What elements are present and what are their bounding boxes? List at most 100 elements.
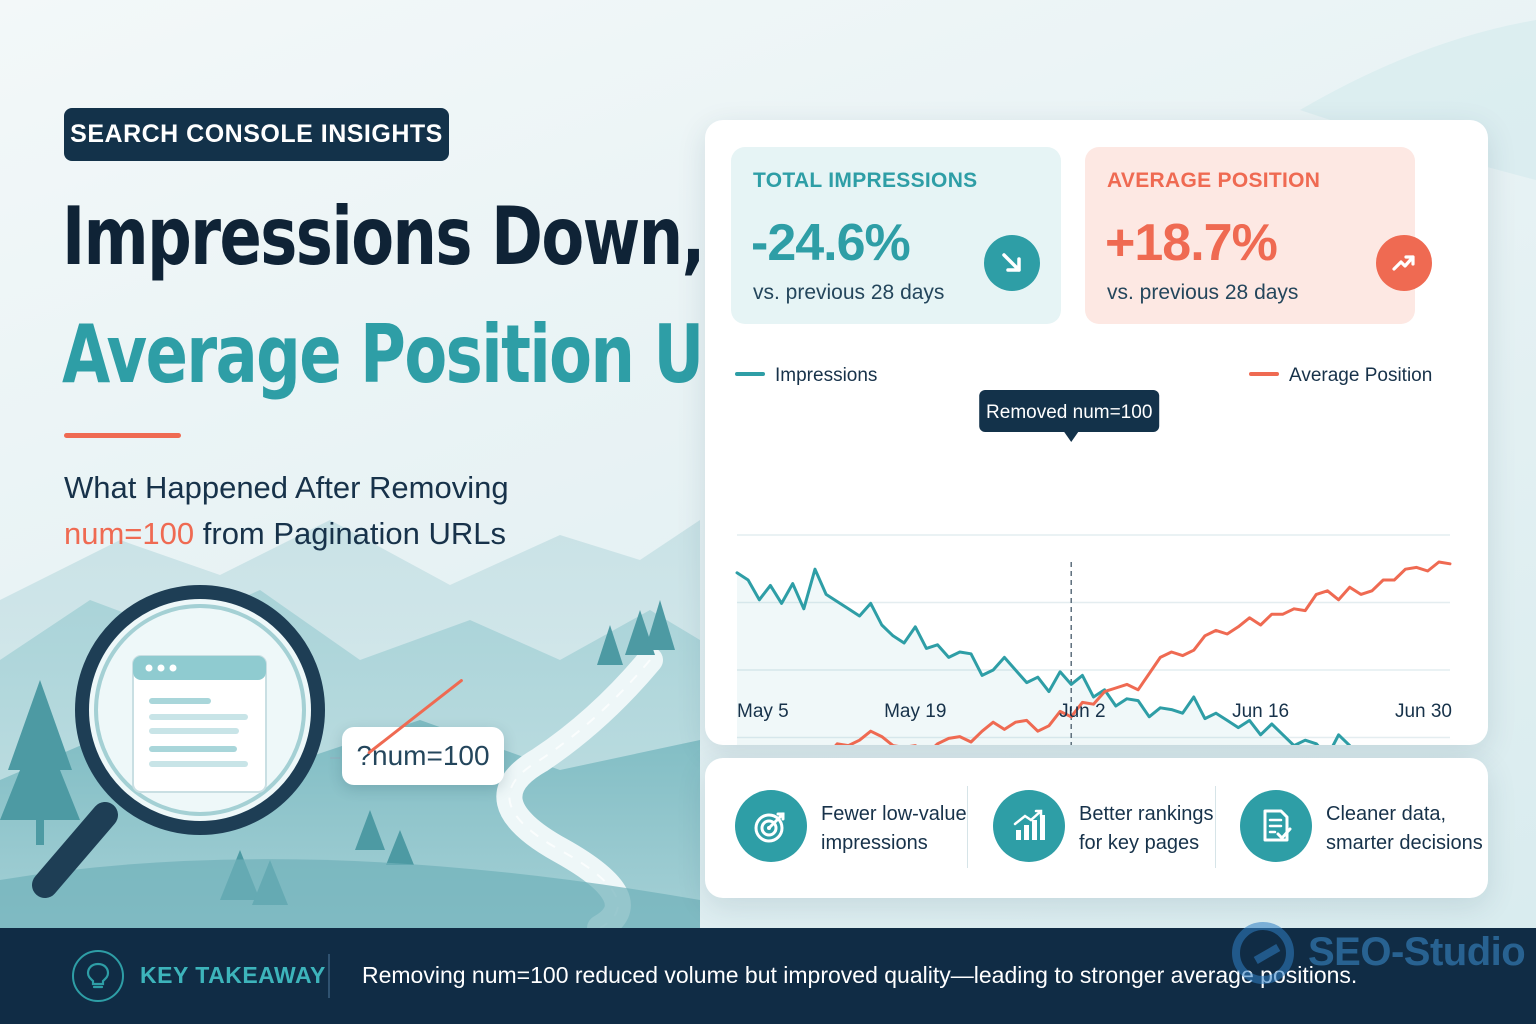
line-chart: Removed num=100 Impressions Average Positi… <box>735 365 1452 745</box>
data-point <box>1337 599 1340 601</box>
x-tick-label: May 5 <box>737 701 789 722</box>
data-point <box>803 608 805 610</box>
kpi-card-average-position: AVERAGE POSITION +18.7% vs. previous 28 … <box>1085 147 1432 324</box>
data-point <box>992 721 994 723</box>
x-tick-label: Jun 16 <box>1232 701 1289 722</box>
data-point <box>825 593 827 596</box>
data-point <box>1271 723 1273 725</box>
target-icon <box>735 790 807 862</box>
x-tick-label: May 19 <box>884 701 946 722</box>
lightbulb-icon <box>72 950 124 1002</box>
data-point <box>836 600 839 603</box>
data-point <box>1137 689 1139 691</box>
data-point <box>791 582 794 585</box>
data-point <box>1159 656 1162 659</box>
data-point <box>1215 712 1217 714</box>
data-point <box>1226 719 1228 722</box>
section-badge: SEARCH CONSOLE INSIGHTS <box>64 108 449 161</box>
data-point <box>1181 654 1184 657</box>
data-point <box>758 599 761 601</box>
kpi-caption: vs. previous 28 days <box>753 281 945 304</box>
data-point <box>1271 613 1273 615</box>
url-param-pill: ?num=100 <box>342 727 504 785</box>
benefit-divider <box>967 786 968 868</box>
data-point <box>1170 708 1173 711</box>
data-point <box>892 635 894 637</box>
data-point <box>1226 633 1228 635</box>
benefit-text: Cleaner data, smarter decisions <box>1326 803 1483 854</box>
data-point <box>1382 579 1384 581</box>
data-point <box>981 730 983 732</box>
data-point <box>936 743 939 745</box>
data-point <box>1248 719 1251 722</box>
x-tick-label: Jun 2 <box>1059 701 1105 722</box>
data-point <box>747 579 749 581</box>
subtitle-line-1: What Happened After Removing <box>64 470 509 505</box>
data-point <box>1248 617 1251 619</box>
headline-line-2: Average Position Up <box>62 308 747 401</box>
data-point <box>1014 669 1017 671</box>
x-tick-label: Jun 30 <box>1395 701 1452 722</box>
impressions-area <box>737 569 1350 745</box>
data-point <box>780 602 783 605</box>
data-point <box>903 642 905 644</box>
metrics-panel: TOTAL IMPRESSIONS -24.6% vs. previous 28… <box>705 120 1488 745</box>
data-point <box>1103 690 1106 693</box>
data-point <box>1438 561 1440 563</box>
data-point <box>1237 626 1240 628</box>
subtitle-highlight: num=100 <box>64 516 195 551</box>
annotation-callout <box>979 390 1160 432</box>
data-point <box>1237 726 1240 729</box>
annotation-pointer <box>1064 432 1079 442</box>
data-point <box>1204 717 1206 720</box>
data-point <box>881 624 883 626</box>
data-point <box>1404 568 1407 570</box>
data-point <box>1282 613 1284 615</box>
logo-mark-icon <box>1232 922 1294 984</box>
data-point <box>1137 699 1139 702</box>
data-point <box>1415 566 1418 569</box>
kpi-label: AVERAGE POSITION <box>1107 169 1321 192</box>
kpi-caption: vs. previous 28 days <box>1107 281 1299 304</box>
data-point <box>1193 649 1195 651</box>
data-point <box>1449 563 1451 565</box>
data-point <box>881 735 883 738</box>
data-point <box>959 651 961 653</box>
data-point <box>947 737 950 740</box>
data-point <box>1003 728 1006 731</box>
data-point <box>869 602 872 605</box>
data-point <box>1070 716 1072 718</box>
data-point <box>936 644 939 646</box>
data-point <box>1092 696 1095 698</box>
data-point <box>970 741 972 743</box>
data-point <box>1092 703 1095 705</box>
data-point <box>1315 593 1318 596</box>
data-point <box>769 584 772 587</box>
data-point <box>1148 716 1150 718</box>
benefit-text: Better rankings for key pages <box>1079 803 1214 854</box>
legend-label: Average Position <box>1289 365 1432 386</box>
data-point <box>1159 707 1162 709</box>
kpi-value: +18.7% <box>1105 214 1278 272</box>
data-point <box>1048 725 1050 727</box>
footer-divider <box>328 954 330 998</box>
key-takeaway-message: Removing num=100 reduced volume but impr… <box>362 962 1358 988</box>
data-point <box>1170 651 1173 653</box>
data-point <box>847 608 850 610</box>
data-point <box>1048 690 1050 693</box>
data-point <box>1426 570 1429 572</box>
data-point <box>1081 674 1084 677</box>
data-point <box>959 735 961 738</box>
kpi-value: -24.6% <box>751 214 911 272</box>
data-point <box>914 626 917 628</box>
data-point <box>1393 579 1396 581</box>
data-point <box>1348 586 1351 588</box>
data-point <box>1282 734 1284 736</box>
data-point <box>1148 672 1150 675</box>
kpi-label: TOTAL IMPRESSIONS <box>753 169 978 192</box>
data-point <box>1037 730 1039 732</box>
data-point <box>1081 701 1084 704</box>
data-point <box>1259 734 1262 736</box>
data-point <box>1115 687 1117 689</box>
arrow-down-right-icon <box>984 235 1040 291</box>
